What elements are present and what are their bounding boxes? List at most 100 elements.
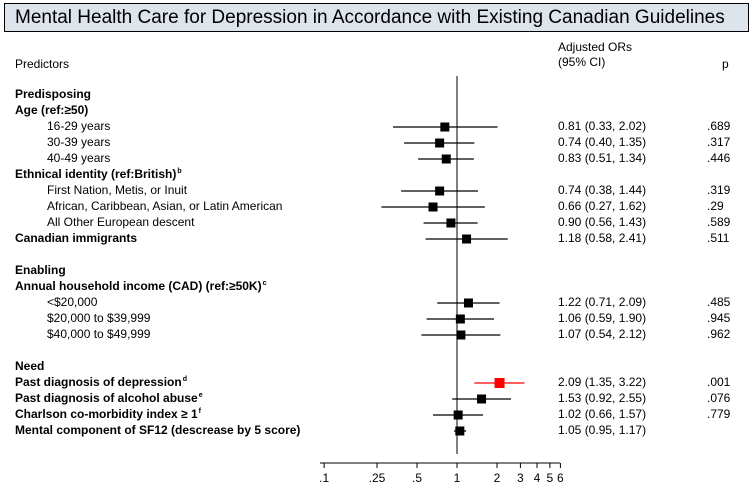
row-label: Predisposing — [15, 87, 91, 101]
p-value: .446 — [707, 151, 731, 165]
row-label-text: $40,000 to $49,999 — [47, 327, 151, 341]
or-ci-value: 2.09 (1.35, 3.22) — [558, 375, 647, 389]
row-label: 30-39 years — [47, 135, 110, 149]
x-tick-label: 2 — [494, 471, 501, 485]
row-label: $40,000 to $49,999 — [47, 327, 150, 341]
row-label: Past diagnosis of depressiond — [15, 375, 187, 389]
row-label: 16-29 years — [47, 119, 110, 133]
or-ci-value: 1.22 (0.71, 2.09) — [558, 295, 647, 309]
row-label: First Nation, Metis, or Inuit — [47, 183, 187, 197]
row-label: All Other European descent — [47, 215, 194, 229]
row-label-text: Ethnical identity (ref:British) — [15, 167, 177, 181]
row-label-text: Mental component of SF12 (descrease by 5… — [15, 423, 301, 437]
chart-title-box: Mental Health Care for Depression in Acc… — [4, 3, 749, 32]
p-value: .779 — [707, 407, 731, 421]
row-label: Charlson co-morbidity index ≥ 1f — [15, 407, 201, 421]
p-header: p — [722, 57, 729, 71]
row-label: Enabling — [15, 263, 66, 277]
p-value: .29 — [707, 199, 724, 213]
row-label: Age (ref:≥50) — [15, 103, 88, 117]
row-label-text: Canadian immigrants — [15, 231, 138, 245]
footnote-marker: b — [177, 168, 182, 175]
p-value: .689 — [707, 119, 731, 133]
or-marker — [477, 394, 487, 404]
or-ci-value: 0.74 (0.40, 1.35) — [558, 135, 647, 149]
x-tick-label: .25 — [369, 471, 386, 485]
row-label-text: 16-29 years — [47, 119, 111, 133]
or-marker — [456, 330, 466, 340]
p-value: .319 — [707, 183, 731, 197]
or-marker — [462, 234, 472, 244]
footnote-marker: e — [198, 392, 203, 399]
x-tick-label: 1 — [454, 471, 461, 485]
footnote-marker: c — [262, 280, 267, 287]
row-label: 40-49 years — [47, 151, 110, 165]
row-label-ref: ≥50K) — [229, 279, 262, 293]
x-tick-label: 6 — [557, 471, 564, 485]
row-label-text: All Other European descent — [47, 215, 195, 229]
row-label-text: 40-49 years — [47, 151, 111, 165]
footnote-marker: f — [198, 408, 201, 415]
p-value: .076 — [707, 391, 731, 405]
chart-title: Mental Health Care for Depression in Acc… — [15, 7, 725, 28]
or-ci-value: 1.07 (0.54, 2.12) — [558, 327, 647, 341]
row-label-text: Past diagnosis of alcohol abuse — [15, 391, 198, 405]
p-value: .485 — [707, 295, 731, 309]
row-label-text: Charlson co-morbidity index ≥ 1 — [15, 407, 198, 421]
row-label-text: Enabling — [15, 263, 66, 277]
p-value: .317 — [707, 135, 731, 149]
row-label: African, Caribbean, Asian, or Latin Amer… — [47, 199, 282, 213]
or-ci-value: 1.05 (0.95, 1.17) — [558, 423, 647, 437]
footnote-marker: d — [182, 376, 187, 383]
row-label-text: African, Caribbean, Asian, or Latin Amer… — [47, 199, 283, 213]
or-marker — [494, 378, 505, 388]
or-ci-value: 1.18 (0.58, 2.41) — [558, 231, 647, 245]
or-marker — [440, 122, 450, 132]
p-value: .945 — [707, 311, 731, 325]
row-label: Ethnical identity (ref:British)b — [15, 167, 182, 181]
or-marker — [441, 154, 451, 164]
or-ci-value: 0.74 (0.38, 1.44) — [558, 183, 647, 197]
p-value: .001 — [707, 375, 731, 389]
row-label-text: Age (ref: — [15, 103, 65, 117]
or-header-line1: Adjusted ORs — [558, 40, 633, 54]
or-ci-value: 1.02 (0.66, 1.57) — [558, 407, 647, 421]
row-label-text: Need — [15, 359, 45, 373]
or-ci-value: 0.66 (0.27, 1.62) — [558, 199, 647, 213]
or-marker — [455, 426, 465, 436]
or-ci-value: 0.83 (0.51, 1.34) — [558, 151, 647, 165]
or-ci-value: 0.90 (0.56, 1.43) — [558, 215, 647, 229]
x-tick-label: .1 — [319, 471, 329, 485]
or-marker — [435, 186, 445, 196]
or-marker — [446, 218, 456, 228]
or-marker — [453, 410, 463, 420]
or-ci-value: 1.06 (0.59, 1.90) — [558, 311, 647, 325]
or-marker — [463, 298, 473, 308]
row-label-text: Annual household income (CAD) (ref: — [15, 279, 229, 293]
row-label-text: 30-39 years — [47, 135, 111, 149]
row-label: $20,000 to $39,999 — [47, 311, 150, 325]
row-label: Past diagnosis of alcohol abusee — [15, 391, 203, 405]
x-tick-label: .5 — [412, 471, 422, 485]
row-label-text: <$20,000 — [47, 295, 98, 309]
row-label: Need — [15, 359, 44, 373]
x-tick-label: 5 — [547, 471, 554, 485]
row-label-text: $20,000 to $39,999 — [47, 311, 151, 325]
x-tick-label: 3 — [517, 471, 524, 485]
row-label: Mental component of SF12 (descrease by 5… — [15, 423, 300, 437]
row-label: Canadian immigrants — [15, 231, 137, 245]
or-marker — [428, 202, 438, 212]
predictors-header: Predictors — [15, 57, 70, 71]
p-value: .589 — [707, 215, 731, 229]
or-ci-value: 0.81 (0.33, 2.02) — [558, 119, 647, 133]
x-tick-label: 4 — [534, 471, 541, 485]
row-label-ref: ≥50) — [64, 103, 89, 117]
row-label-text: Past diagnosis of depression — [15, 375, 182, 389]
or-marker — [455, 314, 465, 324]
or-header-line2: (95% CI) — [558, 55, 606, 69]
row-label-text: First Nation, Metis, or Inuit — [47, 183, 188, 197]
row-label: <$20,000 — [47, 295, 97, 309]
p-value: .962 — [707, 327, 731, 341]
or-ci-value: 1.53 (0.92, 2.55) — [558, 391, 647, 405]
or-marker — [435, 138, 445, 148]
